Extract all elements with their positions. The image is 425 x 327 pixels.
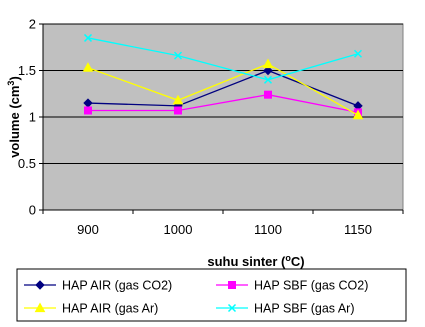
data-point <box>84 106 92 115</box>
y-tick-label: 1.5 <box>18 63 36 78</box>
data-point <box>353 49 363 58</box>
legend-marker <box>34 302 46 313</box>
x-axis-title: suhu sinter (oC) <box>207 253 304 269</box>
x-tick-label: 1150 <box>344 222 372 237</box>
data-point <box>262 58 274 69</box>
series-line <box>87 63 359 116</box>
series-3 <box>82 58 364 120</box>
series-line <box>87 37 359 81</box>
legend-item: HAP SBF (gas Ar) <box>216 302 355 316</box>
series-4 <box>83 33 363 84</box>
x-tick-label: 1000 <box>164 222 193 237</box>
data-point <box>82 62 94 72</box>
x-tick-label: 1100 <box>254 222 282 237</box>
legend-label: HAP AIR (gas Ar) <box>62 302 158 316</box>
legend-box <box>16 268 407 322</box>
legend-marker <box>227 303 237 313</box>
series-2 <box>84 90 362 117</box>
legend-item: HAP AIR (gas Ar) <box>24 302 158 316</box>
y-tick-label: 2 <box>29 17 36 32</box>
y-tick-label: 0 <box>29 203 36 218</box>
data-point <box>173 51 183 60</box>
gridlines <box>43 23 403 164</box>
y-axis-title: volume (cm3) <box>6 76 22 158</box>
data-point <box>263 75 273 84</box>
y-tick-label: 1 <box>29 110 36 125</box>
data-point <box>264 90 272 99</box>
legend: HAP AIR (gas CO2) HAP SBF (gas CO2) HAP AI… <box>24 279 368 316</box>
series-line <box>88 94 359 113</box>
legend-label: HAP SBF (gas Ar) <box>254 302 355 316</box>
x-ticks: 900 1000 1100 1150 <box>42 210 404 237</box>
data-point <box>263 65 273 76</box>
y-ticks: 0 0.5 1 1.5 2 <box>18 17 43 218</box>
data-point <box>174 106 182 115</box>
legend-item: HAP SBF (gas CO2) <box>216 279 368 293</box>
legend-marker <box>35 280 45 290</box>
legend-item: HAP AIR (gas CO2) <box>24 279 172 293</box>
data-point <box>352 109 364 120</box>
y-tick-label: 0.5 <box>18 156 36 171</box>
data-point <box>83 33 93 42</box>
legend-label: HAP AIR (gas CO2) <box>62 279 172 293</box>
series-group <box>82 33 364 120</box>
legend-label: HAP SBF (gas CO2) <box>254 279 368 293</box>
data-point <box>172 94 184 105</box>
series-line <box>87 69 359 107</box>
x-tick-label: 900 <box>77 222 99 237</box>
legend-marker <box>228 281 236 289</box>
